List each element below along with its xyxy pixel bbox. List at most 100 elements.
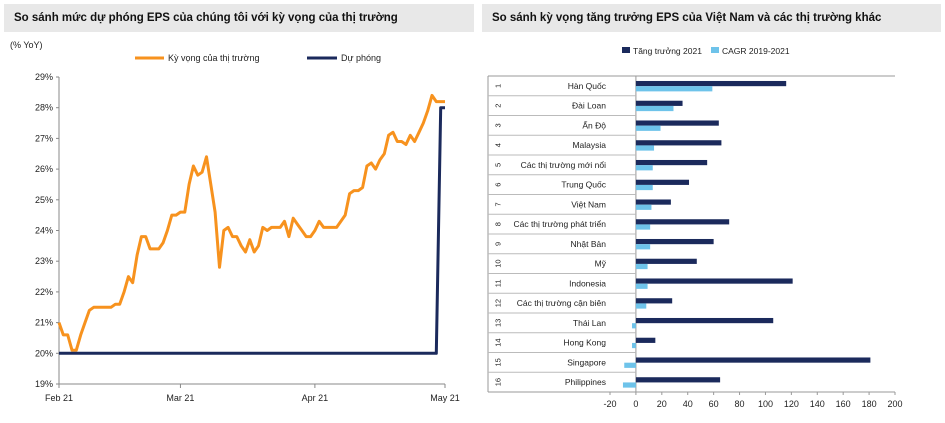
rank-label: 1 (494, 84, 503, 88)
bar-cagr-2019-2021 (635, 125, 661, 131)
y-tick-label: 21% (35, 318, 53, 328)
category-label: Nhật Bản (571, 239, 607, 249)
x-tick-label: 200 (887, 399, 902, 409)
y-tick-label: 22% (35, 287, 53, 297)
rank-label: 7 (494, 202, 503, 206)
bar-cagr-2019-2021 (635, 244, 651, 250)
series-line-2 (59, 106, 445, 355)
bar-cagr-2019-2021 (635, 86, 713, 92)
legend-label-2: CAGR 2019-2021 (722, 46, 790, 56)
x-tick-label: 20 (657, 399, 667, 409)
bar-cagr-2019-2021 (635, 165, 653, 171)
x-tick-label: 0 (633, 399, 638, 409)
rank-label: 6 (494, 183, 503, 187)
x-tick-label: 60 (709, 399, 719, 409)
x-tick-label: 100 (758, 399, 773, 409)
legend-label-2: Dự phóng (341, 53, 381, 63)
x-tick-label: 180 (862, 399, 877, 409)
bar-cagr-2019-2021 (624, 362, 636, 368)
y-tick-label: 19% (35, 379, 53, 389)
category-label: Indonesia (569, 278, 606, 288)
bar-growth-2021 (635, 278, 793, 284)
x-tick-label: Mar 21 (166, 393, 194, 403)
rank-label: 8 (494, 222, 503, 226)
eps-growth-bar-chart: Tăng trưởng 2021 CAGR 2019-2021 1 Hàn Quốc 2… (487, 46, 903, 409)
category-label: Các thị trường phát triển (513, 219, 606, 229)
bar-growth-2021 (635, 377, 721, 383)
eps-forecast-line-chart: (% YoY) Kỳ vọng của thị trường Dự phóng 19%… (10, 40, 460, 403)
rank-label: 12 (494, 299, 503, 307)
legend-label-1: Kỳ vọng của thị trường (168, 53, 259, 63)
bar-growth-2021 (635, 317, 774, 324)
left-chart-title: So sánh mức dự phóng EPS của chúng tôi v… (4, 4, 474, 32)
category-label: Mỹ (595, 259, 607, 269)
bar-cagr-2019-2021 (635, 263, 648, 270)
x-tick-label: 40 (683, 399, 693, 409)
rank-label: 15 (494, 358, 503, 366)
y-tick-label: 29% (35, 72, 53, 82)
y-axis-unit-label: (% YoY) (10, 40, 43, 50)
x-tick-label: Feb 21 (45, 393, 73, 403)
rank-label: 14 (494, 338, 503, 346)
bar-cagr-2019-2021 (635, 184, 653, 191)
right-chart-title: So sánh kỳ vọng tăng trưởng EPS của Việt… (482, 4, 941, 32)
rank-label: 5 (494, 163, 503, 167)
category-label: Các thị trường mới nổi (521, 160, 606, 170)
bar-cagr-2019-2021 (632, 342, 636, 349)
bar-growth-2021 (635, 357, 871, 363)
category-label: Singapore (567, 357, 606, 367)
bar-growth-2021 (635, 120, 719, 126)
rank-label: 9 (494, 242, 503, 246)
rank-label: 3 (494, 123, 503, 127)
y-tick-label: 27% (35, 133, 53, 143)
y-tick-label: 25% (35, 195, 53, 205)
y-tick-label: 24% (35, 226, 53, 236)
category-label: Malaysia (572, 140, 606, 150)
bar-cagr-2019-2021 (622, 382, 636, 388)
y-tick-label: 28% (35, 103, 53, 113)
rank-label: 16 (494, 378, 503, 386)
rank-label: 10 (494, 259, 503, 267)
category-label: Các thị trường cận biên (517, 298, 606, 308)
category-label: Ấn Độ (582, 120, 606, 130)
x-tick-label: 160 (836, 399, 851, 409)
bar-growth-2021 (635, 258, 697, 264)
x-tick-label: May 21 (430, 393, 460, 403)
bar-growth-2021 (635, 159, 708, 166)
legend-swatch-2 (711, 47, 719, 53)
bar-growth-2021 (635, 238, 714, 245)
bar-growth-2021 (635, 337, 656, 343)
series-line-1 (57, 93, 445, 352)
rank-label: 4 (494, 143, 503, 147)
bar-growth-2021 (635, 100, 683, 106)
x-tick-label: 80 (735, 399, 745, 409)
bar-cagr-2019-2021 (635, 145, 655, 151)
category-label: Hàn Quốc (568, 81, 607, 91)
bar-cagr-2019-2021 (635, 105, 674, 112)
bar-growth-2021 (635, 199, 671, 205)
bar-cagr-2019-2021 (635, 303, 647, 309)
rank-label: 13 (494, 319, 503, 327)
rank-label: 2 (494, 104, 503, 108)
bar-growth-2021 (635, 219, 730, 225)
rank-label: 11 (494, 279, 503, 287)
x-tick-label: 140 (810, 399, 825, 409)
category-label: Việt Nam (571, 199, 606, 209)
bar-cagr-2019-2021 (635, 204, 652, 210)
bar-cagr-2019-2021 (632, 323, 636, 329)
category-label: Thái Lan (573, 318, 606, 328)
category-label: Philippines (565, 377, 606, 387)
bar-cagr-2019-2021 (635, 224, 651, 230)
x-tick-label: 120 (784, 399, 799, 409)
x-tick-label: Apr 21 (302, 393, 329, 403)
category-label: Trung Quốc (561, 180, 606, 190)
bar-growth-2021 (635, 298, 673, 304)
x-tick-label: -20 (603, 399, 616, 409)
y-tick-label: 26% (35, 164, 53, 174)
y-tick-label: 23% (35, 256, 53, 266)
bar-growth-2021 (635, 80, 787, 87)
category-label: Đài Loan (572, 101, 606, 111)
legend-swatch-1 (622, 47, 630, 53)
y-tick-label: 20% (35, 348, 53, 358)
bar-cagr-2019-2021 (635, 283, 648, 289)
